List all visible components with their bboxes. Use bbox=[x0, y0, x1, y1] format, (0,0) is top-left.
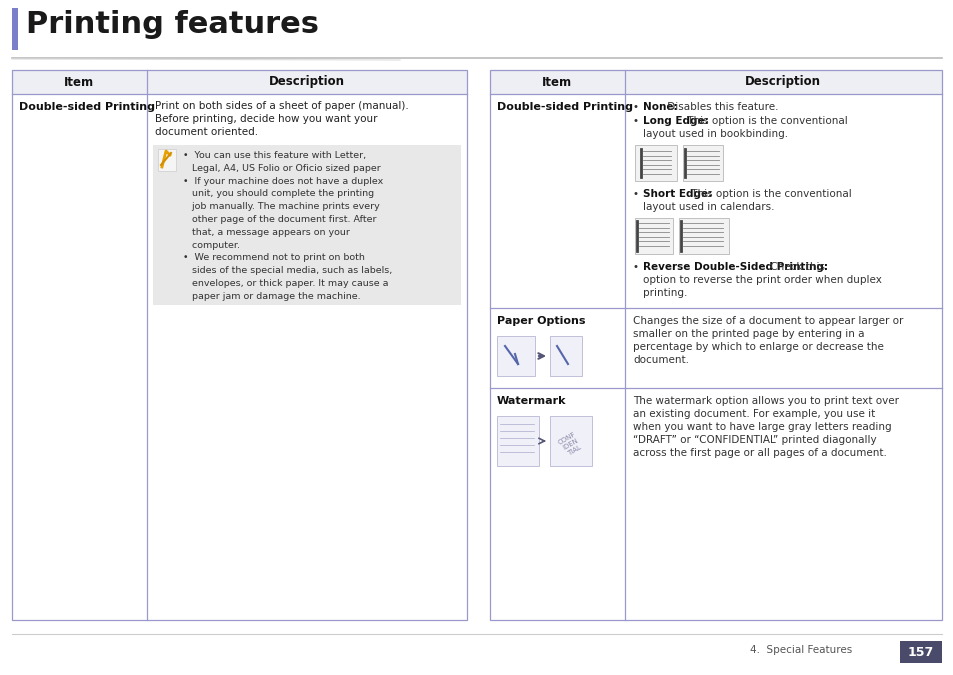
Text: •: • bbox=[633, 102, 639, 112]
Text: •: • bbox=[633, 189, 639, 199]
Text: envelopes, or thick paper. It may cause a: envelopes, or thick paper. It may cause … bbox=[183, 279, 388, 288]
Bar bbox=[899, 641, 941, 663]
Text: This option is the conventional: This option is the conventional bbox=[688, 189, 851, 199]
Text: Description: Description bbox=[744, 76, 821, 88]
Text: option to reverse the print order when duplex: option to reverse the print order when d… bbox=[642, 275, 881, 285]
Text: •  If your machine does not have a duplex: • If your machine does not have a duplex bbox=[183, 177, 383, 186]
Text: “DRAFT” or “CONFIDENTIAL” printed diagonally: “DRAFT” or “CONFIDENTIAL” printed diagon… bbox=[633, 435, 876, 445]
Text: Double-sided Printing: Double-sided Printing bbox=[497, 102, 633, 112]
Text: job manually. The machine prints every: job manually. The machine prints every bbox=[183, 202, 379, 211]
Text: an existing document. For example, you use it: an existing document. For example, you u… bbox=[633, 409, 874, 419]
Bar bbox=[550, 336, 581, 376]
Bar bbox=[635, 218, 672, 254]
Text: percentage by which to enlarge or decrease the: percentage by which to enlarge or decrea… bbox=[633, 342, 882, 352]
Text: Item: Item bbox=[64, 76, 94, 88]
Bar bbox=[152, 145, 460, 305]
Text: 157: 157 bbox=[907, 645, 933, 659]
Text: document oriented.: document oriented. bbox=[154, 127, 258, 137]
Text: Short Edge:: Short Edge: bbox=[642, 189, 712, 199]
Text: when you want to have large gray letters reading: when you want to have large gray letters… bbox=[633, 422, 891, 432]
Bar bbox=[497, 336, 535, 376]
Bar bbox=[490, 70, 941, 94]
Text: printing.: printing. bbox=[642, 288, 687, 298]
Text: that, a message appears on your: that, a message appears on your bbox=[183, 227, 350, 237]
Bar bbox=[682, 145, 722, 181]
Text: CONF
IDEN
TIAL: CONF IDEN TIAL bbox=[557, 431, 584, 458]
Text: layout used in calendars.: layout used in calendars. bbox=[642, 202, 774, 212]
Text: Description: Description bbox=[269, 76, 345, 88]
Text: document.: document. bbox=[633, 355, 688, 365]
Text: paper jam or damage the machine.: paper jam or damage the machine. bbox=[183, 292, 360, 301]
Text: sides of the special media, such as labels,: sides of the special media, such as labe… bbox=[183, 266, 392, 275]
Text: Printing features: Printing features bbox=[26, 10, 318, 39]
Text: Double-sided Printing: Double-sided Printing bbox=[19, 102, 154, 112]
Bar bbox=[635, 145, 677, 181]
Bar bbox=[12, 70, 467, 94]
Text: Print on both sides of a sheet of paper (manual).: Print on both sides of a sheet of paper … bbox=[154, 101, 408, 111]
Text: •: • bbox=[633, 262, 639, 272]
Text: •  We recommend not to print on both: • We recommend not to print on both bbox=[183, 253, 364, 263]
Text: Reverse Double-Sided Printing:: Reverse Double-Sided Printing: bbox=[642, 262, 827, 272]
Text: Paper Options: Paper Options bbox=[497, 316, 585, 326]
Text: Check this: Check this bbox=[766, 262, 824, 272]
Text: unit, you should complete the printing: unit, you should complete the printing bbox=[183, 190, 374, 198]
Text: Item: Item bbox=[541, 76, 572, 88]
Text: Changes the size of a document to appear larger or: Changes the size of a document to appear… bbox=[633, 316, 902, 326]
Text: •  You can use this feature with Letter,: • You can use this feature with Letter, bbox=[183, 151, 366, 160]
Text: None:: None: bbox=[642, 102, 677, 112]
Text: The watermark option allows you to print text over: The watermark option allows you to print… bbox=[633, 396, 898, 406]
Text: Long Edge:: Long Edge: bbox=[642, 116, 708, 126]
Bar bbox=[679, 218, 728, 254]
Text: Legal, A4, US Folio or Oficio sized paper: Legal, A4, US Folio or Oficio sized pape… bbox=[183, 164, 380, 173]
Text: across the first page or all pages of a document.: across the first page or all pages of a … bbox=[633, 448, 886, 458]
Text: •: • bbox=[633, 116, 639, 126]
Bar bbox=[497, 416, 538, 466]
Bar bbox=[12, 8, 18, 50]
Text: Before printing, decide how you want your: Before printing, decide how you want you… bbox=[154, 114, 377, 124]
Text: layout used in bookbinding.: layout used in bookbinding. bbox=[642, 129, 787, 139]
Text: 4.  Special Features: 4. Special Features bbox=[749, 645, 851, 655]
Text: Watermark: Watermark bbox=[497, 396, 566, 406]
Bar bbox=[550, 416, 592, 466]
Text: other page of the document first. After: other page of the document first. After bbox=[183, 215, 376, 224]
Text: smaller on the printed page by entering in a: smaller on the printed page by entering … bbox=[633, 329, 863, 339]
Text: computer.: computer. bbox=[183, 240, 240, 250]
Bar bbox=[12, 70, 467, 620]
Text: This option is the conventional: This option is the conventional bbox=[683, 116, 847, 126]
Bar bbox=[158, 149, 175, 171]
Bar bbox=[490, 70, 941, 620]
Text: Disables this feature.: Disables this feature. bbox=[663, 102, 778, 112]
